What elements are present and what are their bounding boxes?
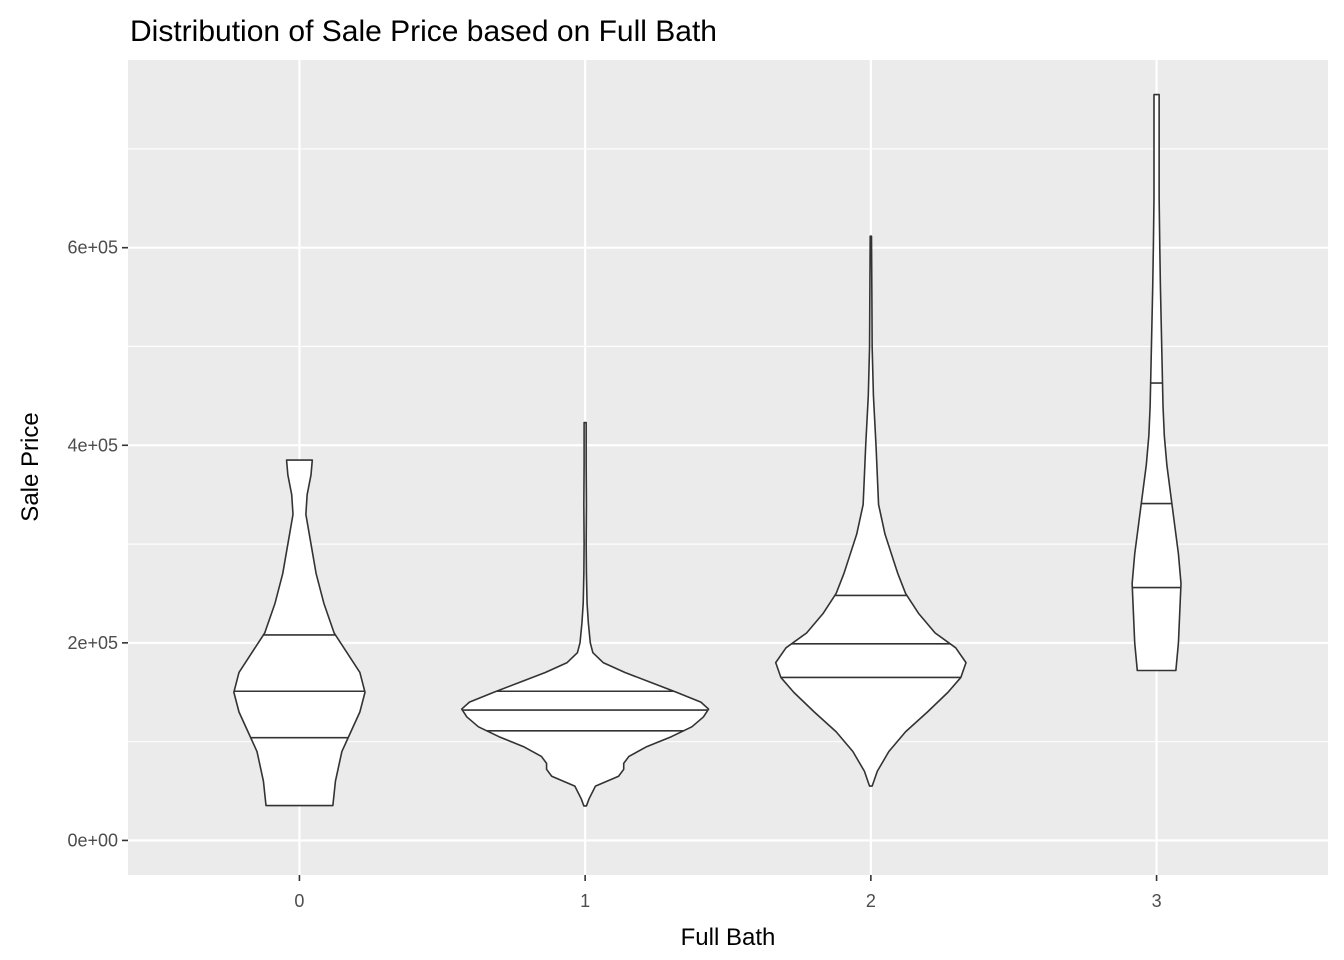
- x-tick-label: 0: [294, 891, 304, 911]
- y-tick-label: 0e+00: [67, 830, 118, 850]
- violin-2: [774, 235, 967, 787]
- violins: [233, 93, 1182, 807]
- y-tick-label: 4e+05: [67, 435, 118, 455]
- x-tick-label: 2: [866, 891, 876, 911]
- y-axis-title: Sale Price: [17, 412, 44, 521]
- x-axis-title: Full Bath: [681, 924, 776, 951]
- y-tick-label: 6e+05: [67, 238, 118, 258]
- x-tick-label: 3: [1152, 891, 1162, 911]
- y-tick-label: 2e+05: [67, 633, 118, 653]
- chart-title: Distribution of Sale Price based on Full…: [130, 15, 717, 48]
- violin-0: [233, 459, 366, 807]
- x-tick-label: 1: [580, 891, 590, 911]
- axes: 0e+00 2e+05 4e+05 6e+05 0 1 2 3: [67, 238, 1161, 911]
